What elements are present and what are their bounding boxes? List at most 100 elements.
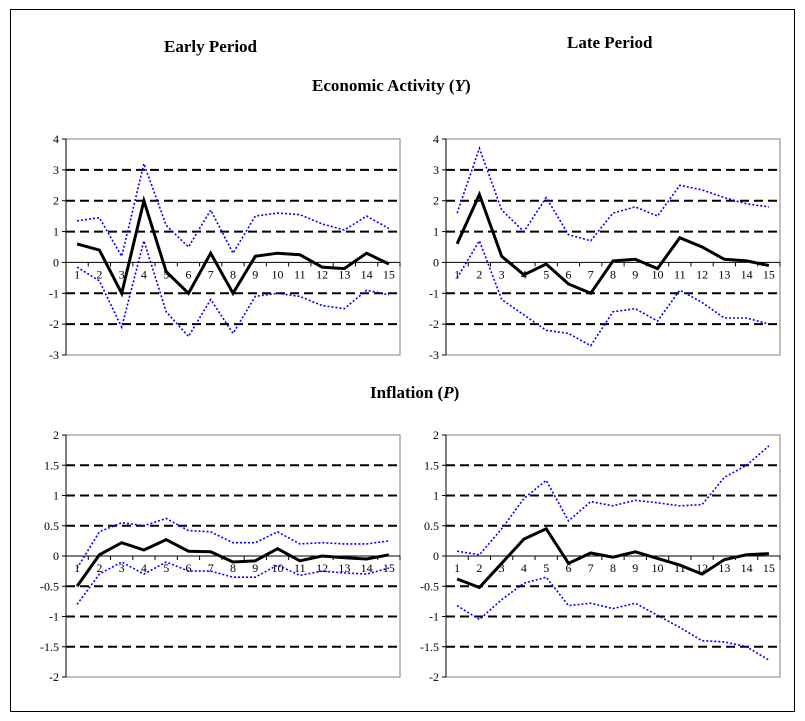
series-line-estimate [456,526,769,590]
x-tick-label: 2 [96,267,102,281]
y-tick-label: -0.5 [40,579,59,593]
y-tick-label: 4 [53,132,59,146]
x-tick-label: 3 [499,267,505,281]
x-tick-label: 14 [361,267,373,281]
chart-panel-early-p: -2-1.5-1-0.500.511.521 2 3 4 5 6 7 8 9 10 11 12 13 14… [40,428,401,684]
x-tick-label: 6 [565,561,571,575]
x-tick-label: 3 [119,267,125,281]
y-tick-label: -1 [49,286,59,300]
x-tick-label: 4 [141,267,147,281]
series-line-upper [456,445,770,556]
x-tick-label: 6 [185,561,191,575]
x-tick-label: 5 [163,267,169,281]
figure-frame [10,9,795,712]
y-tick-label: 1 [53,489,59,503]
y-tick-label: -3 [49,348,59,362]
x-tick-label: 14 [741,267,753,281]
x-tick-label: 1 [454,267,460,281]
x-tick-label: 2 [96,561,102,575]
y-tick-label: -2 [49,317,59,331]
y-tick-label: 0 [53,549,59,563]
y-tick-label: -1 [49,610,59,624]
x-tick-label: 5 [543,561,549,575]
series-line-upper [76,517,390,569]
series-line-estimate [76,195,390,298]
x-tick-label: 12 [316,267,328,281]
series-line-lower [456,576,770,661]
column-heading-late: Late Period [567,33,653,52]
series-line-lower [76,561,390,605]
x-tick-label: 12 [316,561,328,575]
series-line-upper [76,160,390,259]
series-line-estimate [75,538,390,588]
x-tick-label: 4 [141,561,147,575]
x-tick-label: 15 [763,561,775,575]
x-tick-label: 8 [230,561,236,575]
plot-area [445,138,781,356]
y-tick-label: 0 [433,549,439,563]
x-tick-label: 11 [294,561,306,575]
column-heading-early: Early Period [164,37,258,56]
x-tick-label: 8 [610,267,616,281]
chart-panel-late-p: -2-1.5-1-0.500.511.521 2 3 4 5 6 7 8 9 10 11 12 13 14… [420,428,781,684]
x-tick-label: 8 [230,267,236,281]
y-tick-label: 2 [433,428,439,442]
x-tick-label: 9 [632,561,638,575]
x-tick-label: 10 [272,561,284,575]
y-tick-label: 1 [53,225,59,239]
y-tick-label: 0.5 [424,519,439,533]
row-heading-inflation: Inflation (P) [370,383,459,403]
y-tick-label: -1.5 [40,640,59,654]
x-tick-label: 15 [763,267,775,281]
x-tick-label: 9 [252,561,258,575]
x-tick-label: 11 [674,561,686,575]
x-tick-label: 15 [383,267,395,281]
x-tick-label: 5 [163,561,169,575]
y-tick-label: 1.5 [424,458,439,472]
row-heading-economic-activity: Economic Activity (Y) [312,76,471,96]
x-tick-label: 13 [718,561,730,575]
y-tick-label: -1 [429,610,439,624]
x-tick-label: 9 [632,267,638,281]
series-line-upper [456,145,770,242]
x-tick-label: 7 [208,267,214,281]
x-tick-label: 8 [610,561,616,575]
x-tick-label: 6 [565,267,571,281]
x-tick-label: 2 [476,267,482,281]
x-tick-label: 3 [499,561,505,575]
x-tick-label: 5 [543,267,549,281]
y-tick-label: 2 [433,194,439,208]
x-tick-label: 11 [674,267,686,281]
y-tick-label: 2 [53,194,59,208]
y-tick-label: 3 [433,163,439,177]
y-tick-label: -2 [429,317,439,331]
row-heading-text: Economic Activity ( [312,76,455,95]
y-tick-label: -3 [429,348,439,362]
x-tick-label: 10 [652,267,664,281]
x-tick-label: 1 [74,267,80,281]
y-tick-label: 3 [53,163,59,177]
x-tick-label: 1 [454,561,460,575]
x-tick-label: 13 [718,267,730,281]
x-tick-label: 13 [338,561,350,575]
x-tick-label: 11 [294,267,306,281]
y-tick-label: -0.5 [420,579,439,593]
series-line-lower [76,237,390,338]
x-tick-label: 4 [521,561,527,575]
x-tick-label: 10 [272,267,284,281]
x-tick-label: 7 [588,267,594,281]
x-tick-label: 9 [252,267,258,281]
y-tick-label: 0 [53,255,59,269]
y-tick-label: 0 [433,255,439,269]
y-tick-label: -1.5 [420,640,439,654]
y-tick-label: -2 [49,670,59,684]
series-line-estimate [455,190,770,296]
x-tick-label: 13 [338,267,350,281]
x-tick-label: 6 [185,267,191,281]
x-tick-label: 3 [119,561,125,575]
y-tick-label: -1 [429,286,439,300]
y-tick-label: 2 [53,428,59,442]
